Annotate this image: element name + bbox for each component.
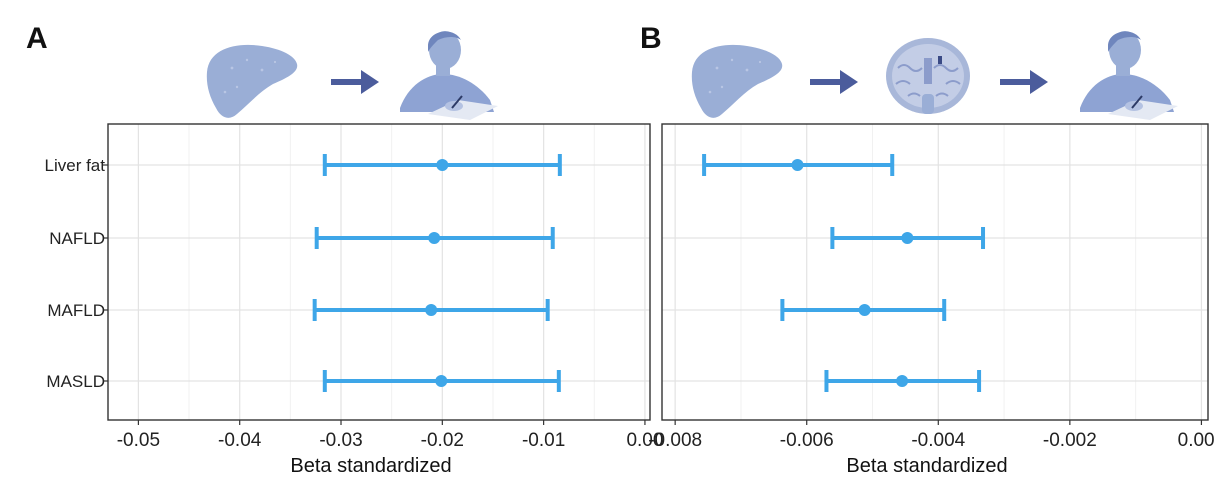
liver-icon — [691, 44, 783, 118]
x-axis-title: Beta standardized — [290, 455, 451, 477]
category-label: NAFLD — [49, 229, 105, 248]
x-tick-label: -0.04 — [218, 430, 262, 451]
x-tick-label: -0.002 — [1043, 430, 1097, 451]
x-tick-label: -0.006 — [780, 430, 834, 451]
x-tick-label: -0.02 — [421, 430, 464, 451]
plot-frame — [107, 123, 651, 421]
point-estimate — [425, 304, 438, 316]
point-estimate — [428, 232, 441, 244]
x-tick-label: -0.004 — [911, 430, 965, 451]
x-tick-label: 0.000 — [1178, 430, 1214, 451]
x-tick-label: 0.00 — [626, 430, 663, 451]
category-label: Liver fat — [45, 156, 106, 175]
panel-b-icons — [691, 30, 1179, 121]
point-estimate — [896, 375, 909, 387]
panel-a-plot: -0.05 -0.04 -0.03 -0.02 -0.01 0.00 Liver fat NA… — [45, 123, 663, 477]
liver-icon — [206, 44, 298, 118]
plot-frame — [661, 123, 1209, 421]
x-tick-label: -0.01 — [522, 430, 565, 451]
x-tick-label: -0.03 — [319, 430, 362, 451]
arrow-icon — [1000, 70, 1048, 94]
point-estimate — [436, 159, 449, 171]
panel-b-plot: -0.008 -0.006 -0.004 -0.002 0.000 Beta standa… — [648, 123, 1214, 477]
panel-a-icons — [206, 30, 499, 121]
x-axis-title: Beta standardized — [846, 455, 1007, 477]
child-writing-icon — [1079, 30, 1179, 121]
category-label: MASLD — [46, 372, 105, 391]
point-estimate — [791, 159, 804, 171]
panel-a-letter: A — [26, 22, 48, 55]
x-tick-label: -0.008 — [648, 430, 702, 451]
arrow-icon — [810, 70, 858, 94]
arrow-icon — [331, 70, 379, 94]
brain-icon — [885, 37, 971, 115]
x-tick-label: -0.05 — [117, 430, 160, 451]
point-estimate — [858, 304, 871, 316]
child-writing-icon — [399, 30, 499, 121]
category-label: MAFLD — [47, 301, 105, 320]
panel-b-letter: B — [640, 22, 662, 55]
point-estimate — [435, 375, 448, 387]
point-estimate — [901, 232, 914, 244]
plot-background — [662, 124, 1208, 420]
